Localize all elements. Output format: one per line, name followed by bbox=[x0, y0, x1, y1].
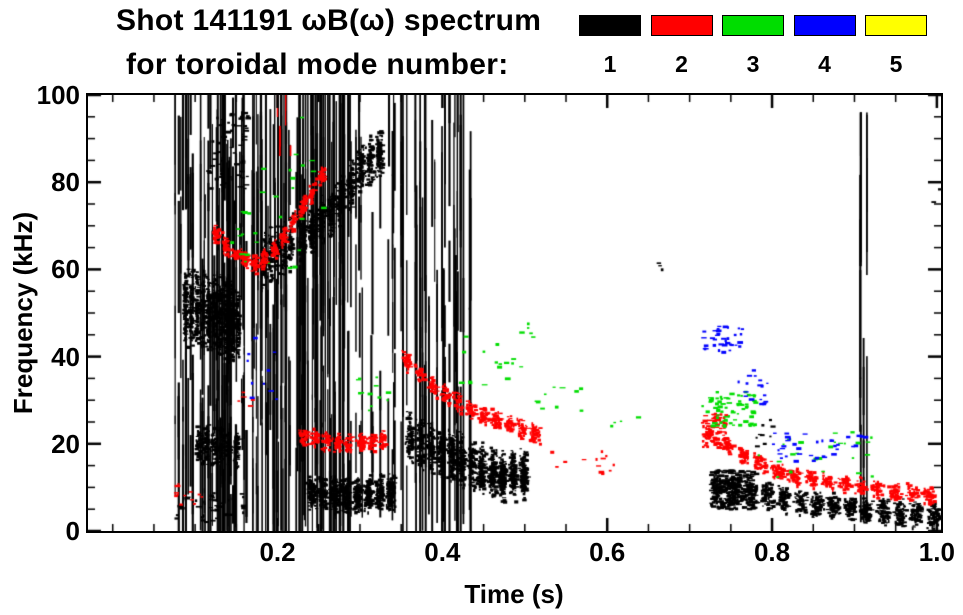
legend-mode-number-2: 2 bbox=[675, 51, 688, 77]
x-tick-label: 1.0 bbox=[918, 537, 955, 567]
y-tick-label: 80 bbox=[51, 167, 80, 198]
legend-mode-number-3: 3 bbox=[746, 51, 760, 77]
y-tick-label: 60 bbox=[51, 254, 80, 285]
legend-mode-number-4: 4 bbox=[818, 51, 831, 77]
y-tick-label: 20 bbox=[51, 428, 80, 459]
legend-mode-number-1: 1 bbox=[603, 51, 617, 77]
y-tick-label: 100 bbox=[36, 80, 80, 110]
spectrogram-canvas bbox=[88, 95, 941, 531]
x-axis-title: Time (s) bbox=[464, 579, 564, 609]
chart-subtitle: for toroidal mode number: bbox=[126, 48, 509, 81]
x-tick-label: 0.8 bbox=[753, 537, 791, 567]
legend-swatch-mode-2 bbox=[650, 15, 713, 36]
legend-swatch-mode-4 bbox=[793, 15, 856, 36]
chart-title: Shot 141191 ωB(ω) spectrum bbox=[116, 4, 542, 37]
legend-swatch-mode-3 bbox=[722, 15, 784, 36]
y-axis-title: Frequency (kHz) bbox=[8, 211, 38, 415]
y-tick-label: 0 bbox=[65, 516, 80, 546]
x-tick-label: 0.6 bbox=[589, 537, 626, 567]
legend-mode-number-5: 5 bbox=[889, 51, 903, 77]
y-tick-label: 40 bbox=[51, 341, 80, 372]
legend-swatch-mode-1 bbox=[579, 15, 641, 36]
x-tick-label: 0.4 bbox=[424, 537, 461, 567]
legend-swatch-mode-5 bbox=[865, 15, 927, 36]
x-tick-label: 0.2 bbox=[259, 537, 296, 567]
